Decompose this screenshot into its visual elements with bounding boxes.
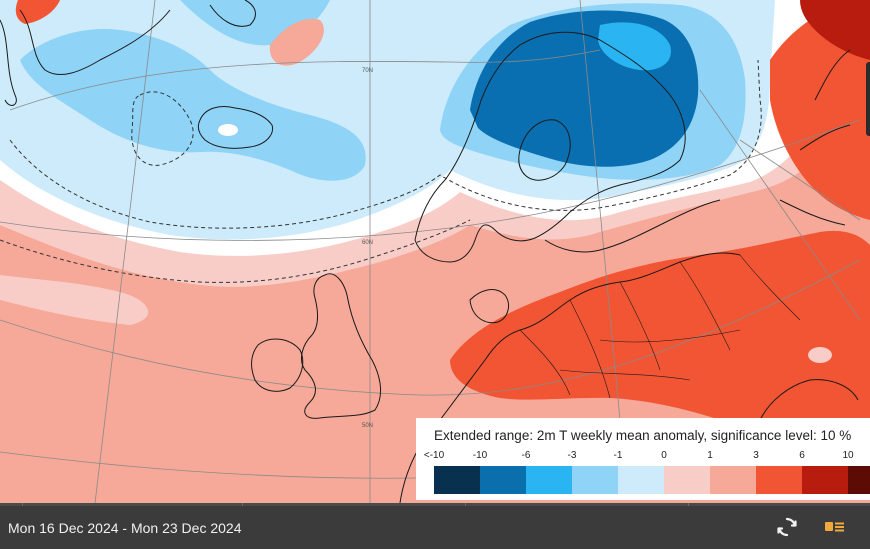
iceland-snow [218,124,238,136]
legend-tick: 3 [753,450,759,461]
legend-swatch [664,466,710,494]
significance-contour-west [131,91,194,166]
scandinavia-outline [414,31,686,263]
refresh-icon [777,517,797,537]
hot-anomaly-northeast [770,0,870,220]
legend-tick: 6 [799,450,805,461]
anomaly-map[interactable]: 70N 60N 50N [0,0,870,503]
legend-tick: -1 [613,450,623,461]
timeline-track[interactable] [0,503,870,506]
graticule-label-60n: 60N [362,240,373,246]
timeline-tick [688,503,689,506]
graticule-label-50n: 50N [362,423,373,429]
side-panel-tab[interactable] [866,62,870,136]
very-hot-anomaly-patch [800,0,870,60]
legend-swatch [572,466,618,494]
significance-contour [9,59,762,229]
mild-anomaly-patch [0,275,149,325]
ireland-outline [251,338,304,392]
layers-list-icon [825,522,844,532]
legend-color-bar [434,466,870,494]
timeline-tick [22,503,23,506]
layers-button[interactable] [824,516,846,538]
cold-anomaly-area-west [20,29,366,181]
legend-swatch [618,466,664,494]
legend-tick: 0 [661,450,667,461]
legend-swatch [434,466,480,494]
graticule [0,0,861,503]
legend-swatch [756,466,802,494]
legend-swatch [526,466,572,494]
legend-ticks: <-10 -10 -6 -3 -1 0 1 3 6 10 [416,450,870,464]
legend-swatch [480,466,526,494]
graticule-label-70n: 70N [362,68,373,74]
timeline-bar: Mon 16 Dec 2024 - Mon 23 Dec 2024 [0,503,870,549]
map-canvas: 70N 60N 50N [0,0,870,503]
mild-anomaly-east-patch [808,347,832,363]
hot-anomaly-region [450,230,870,420]
legend-swatch [848,466,870,494]
legend-tick: 10 [842,450,854,461]
legend-title: Extended range: 2m T weekly mean anomaly… [434,428,852,443]
timeline-tick [242,503,243,506]
very-hot-anomaly-greenland [15,0,61,24]
legend-tick: -3 [567,450,577,461]
significance-contour-south [0,219,471,283]
legend-panel: Extended range: 2m T weekly mean anomaly… [416,418,870,500]
refresh-button[interactable] [776,516,798,538]
legend-swatch [802,466,848,494]
legend-tick: -6 [521,450,531,461]
great-britain-outline [301,273,382,419]
timeline-tick [465,503,466,506]
legend-tick: -10 [472,450,488,461]
legend-tick: <-10 [423,450,445,461]
date-range-label: Mon 16 Dec 2024 - Mon 23 Dec 2024 [8,520,242,536]
strong-cold-anomaly-inner [598,22,671,71]
legend-swatch [710,466,756,494]
warm-anomaly-greenland [269,18,324,66]
legend-tick: 1 [707,450,713,461]
iceland-outline [197,106,274,149]
